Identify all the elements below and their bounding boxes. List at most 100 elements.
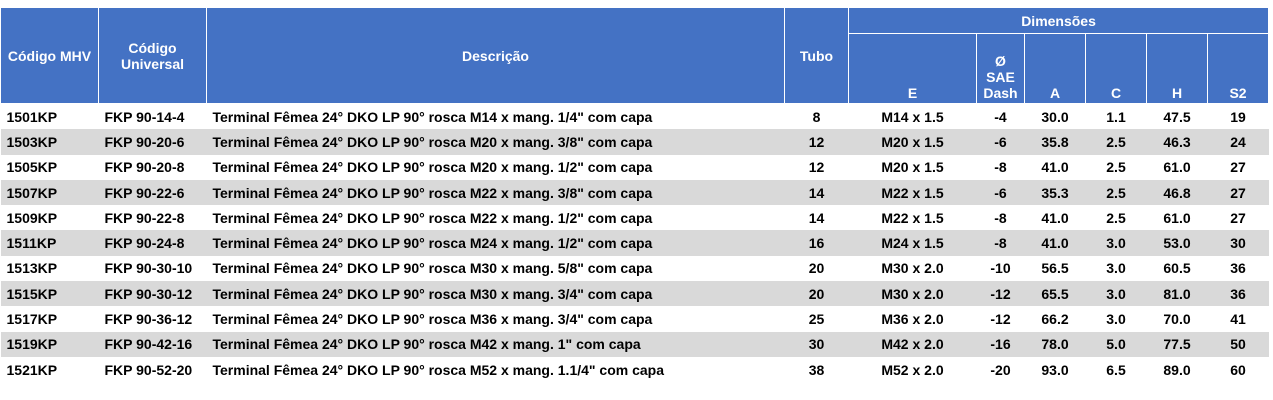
cell-e: M20 x 1.5	[848, 154, 977, 180]
cell-sae-dash: -20	[976, 356, 1025, 383]
cell-descricao: Terminal Fêmea 24° DKO LP 90° rosca M20 …	[206, 129, 785, 155]
cell-a: 78.0	[1024, 331, 1086, 357]
cell-tubo: 20	[784, 281, 849, 307]
col-e: E	[848, 33, 977, 104]
cell-codigo-universal: FKP 90-30-12	[98, 281, 207, 307]
cell-sae-dash: -4	[976, 103, 1025, 130]
cell-c: 3.0	[1085, 306, 1147, 332]
table-row: 1509KP FKP 90-22-8 Terminal Fêmea 24° DKO …	[0, 205, 1269, 231]
cell-sae-dash: -8	[976, 205, 1025, 231]
cell-h: 46.8	[1146, 179, 1208, 206]
cell-tubo: 8	[784, 103, 849, 130]
cell-a: 65.5	[1024, 281, 1086, 307]
cell-codigo-universal: FKP 90-52-20	[98, 356, 207, 383]
col-h: H	[1146, 33, 1208, 104]
cell-sae-dash: -12	[976, 306, 1025, 332]
cell-codigo-universal: FKP 90-20-6	[98, 129, 207, 155]
cell-c: 5.0	[1085, 331, 1147, 357]
cell-e: M30 x 2.0	[848, 281, 977, 307]
cell-s2: 36	[1207, 255, 1269, 282]
cell-codigo-mhv: 1517KP	[0, 306, 99, 332]
cell-tubo: 25	[784, 306, 849, 332]
table-row: 1505KP FKP 90-20-8 Terminal Fêmea 24° DKO …	[0, 154, 1269, 180]
cell-sae-dash: -12	[976, 281, 1025, 307]
cell-a: 30.0	[1024, 103, 1086, 130]
col-codigo-mhv: Código MHV	[0, 7, 99, 104]
cell-e: M42 x 2.0	[848, 331, 977, 357]
cell-codigo-universal: FKP 90-22-6	[98, 179, 207, 206]
cell-codigo-mhv: 1501KP	[0, 103, 99, 130]
cell-sae-dash: -16	[976, 331, 1025, 357]
product-table-container: Código MHV Código Universal Descrição Tu…	[0, 7, 1270, 383]
cell-s2: 36	[1207, 281, 1269, 307]
cell-h: 60.5	[1146, 255, 1208, 282]
cell-e: M22 x 1.5	[848, 179, 977, 206]
cell-s2: 19	[1207, 103, 1269, 130]
cell-descricao: Terminal Fêmea 24° DKO LP 90° rosca M14 …	[206, 103, 785, 130]
cell-descricao: Terminal Fêmea 24° DKO LP 90° rosca M24 …	[206, 230, 785, 256]
cell-codigo-mhv: 1519KP	[0, 331, 99, 357]
cell-codigo-mhv: 1515KP	[0, 281, 99, 307]
cell-a: 35.3	[1024, 179, 1086, 206]
cell-c: 1.1	[1085, 103, 1147, 130]
cell-e: M14 x 1.5	[848, 103, 977, 130]
cell-descricao: Terminal Fêmea 24° DKO LP 90° rosca M52 …	[206, 356, 785, 383]
cell-c: 2.5	[1085, 129, 1147, 155]
cell-tubo: 20	[784, 255, 849, 282]
col-c: C	[1085, 33, 1147, 104]
cell-tubo: 12	[784, 129, 849, 155]
table-row: 1513KP FKP 90-30-10 Terminal Fêmea 24° DKO…	[0, 255, 1269, 282]
product-table: Código MHV Código Universal Descrição Tu…	[0, 7, 1270, 383]
cell-codigo-universal: FKP 90-22-8	[98, 205, 207, 231]
cell-e: M24 x 1.5	[848, 230, 977, 256]
cell-h: 89.0	[1146, 356, 1208, 383]
cell-c: 3.0	[1085, 281, 1147, 307]
cell-tubo: 12	[784, 154, 849, 180]
cell-codigo-universal: FKP 90-14-4	[98, 103, 207, 130]
cell-tubo: 30	[784, 331, 849, 357]
cell-h: 81.0	[1146, 281, 1208, 307]
cell-descricao: Terminal Fêmea 24° DKO LP 90° rosca M36 …	[206, 306, 785, 332]
cell-a: 66.2	[1024, 306, 1086, 332]
table-row: 1521KP FKP 90-52-20 Terminal Fêmea 24° DKO…	[0, 356, 1269, 383]
table-row: 1501KP FKP 90-14-4 Terminal Fêmea 24° DKO …	[0, 103, 1269, 130]
cell-tubo: 14	[784, 179, 849, 206]
table-row: 1507KP FKP 90-22-6 Terminal Fêmea 24° DKO …	[0, 179, 1269, 206]
cell-a: 41.0	[1024, 205, 1086, 231]
cell-h: 47.5	[1146, 103, 1208, 130]
cell-c: 3.0	[1085, 255, 1147, 282]
cell-codigo-universal: FKP 90-20-8	[98, 154, 207, 180]
col-descricao: Descrição	[206, 7, 785, 104]
col-tubo: Tubo	[784, 7, 849, 104]
cell-sae-dash: -6	[976, 179, 1025, 206]
cell-a: 93.0	[1024, 356, 1086, 383]
cell-h: 53.0	[1146, 230, 1208, 256]
cell-s2: 60	[1207, 356, 1269, 383]
col-s2: S2	[1206, 33, 1270, 104]
cell-c: 6.5	[1085, 356, 1147, 383]
cell-h: 61.0	[1146, 154, 1208, 180]
cell-descricao: Terminal Fêmea 24° DKO LP 90° rosca M30 …	[206, 255, 785, 282]
cell-s2: 27	[1207, 179, 1269, 206]
cell-sae-dash: -8	[976, 154, 1025, 180]
cell-codigo-mhv: 1503KP	[0, 129, 99, 155]
cell-a: 56.5	[1024, 255, 1086, 282]
table-body: 1501KP FKP 90-14-4 Terminal Fêmea 24° DKO …	[0, 103, 1269, 383]
cell-c: 2.5	[1085, 205, 1147, 231]
table-row: 1519KP FKP 90-42-16 Terminal Fêmea 24° DKO…	[0, 331, 1269, 357]
cell-tubo: 14	[784, 205, 849, 231]
cell-descricao: Terminal Fêmea 24° DKO LP 90° rosca M22 …	[206, 179, 785, 206]
cell-tubo: 38	[784, 356, 849, 383]
cell-e: M22 x 1.5	[848, 205, 977, 231]
cell-codigo-mhv: 1505KP	[0, 154, 99, 180]
cell-s2: 24	[1207, 129, 1269, 155]
table-row: 1503KP FKP 90-20-6 Terminal Fêmea 24° DKO …	[0, 129, 1269, 155]
cell-e: M20 x 1.5	[848, 129, 977, 155]
cell-codigo-universal: FKP 90-24-8	[98, 230, 207, 256]
cell-descricao: Terminal Fêmea 24° DKO LP 90° rosca M30 …	[206, 281, 785, 307]
cell-h: 46.3	[1146, 129, 1208, 155]
cell-s2: 41	[1207, 306, 1269, 332]
col-sae-dash: Ø SAE Dash	[976, 33, 1025, 104]
col-group-dimensoes: Dimensões	[847, 7, 1270, 34]
cell-sae-dash: -10	[976, 255, 1025, 282]
